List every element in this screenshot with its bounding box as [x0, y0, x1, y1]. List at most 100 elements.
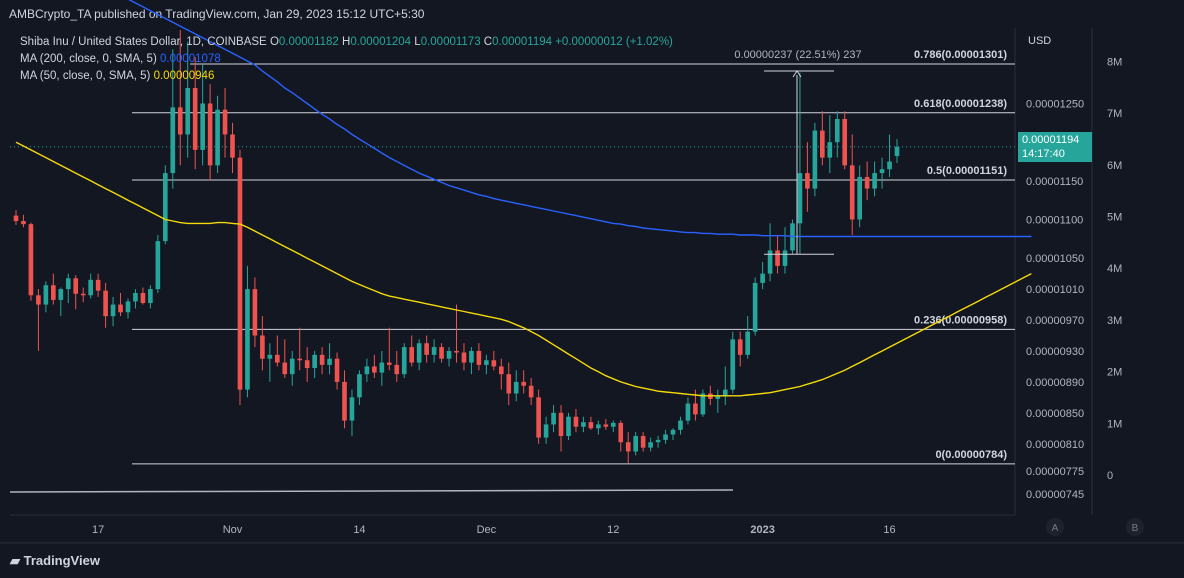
candle-body — [289, 358, 295, 375]
legend-ma50-value: 0.00000946 — [153, 70, 215, 82]
candle-body — [551, 412, 556, 425]
candle-body — [633, 436, 639, 452]
candle-body — [73, 278, 79, 294]
legend-symbol-row: Shiba Inu / United States Dollar, 1D, CO… — [20, 34, 673, 51]
candle-body — [88, 279, 93, 296]
legend-l-value: 0.00001173 — [420, 36, 481, 48]
candle-body — [737, 339, 743, 355]
fib-level-label: 0.618(0.00001238) — [914, 98, 1007, 110]
candle-body — [484, 360, 489, 365]
candle-body — [334, 358, 340, 382]
legend-change: +0.00000012 (+1.02%) — [555, 36, 673, 48]
candle-body — [372, 366, 377, 373]
time-tick-label: 12 — [607, 524, 619, 536]
time-tick-label: 16 — [883, 524, 895, 536]
legend-symbol: Shiba Inu / United States Dollar, 1D, CO… — [20, 36, 267, 48]
candle-body — [715, 395, 721, 399]
candle-body — [357, 374, 362, 398]
tradingview-logo[interactable]: ▰ TradingView — [10, 553, 100, 569]
time-tick-label: Nov — [223, 524, 243, 536]
log-scale-button[interactable]: B — [1132, 523, 1139, 534]
price-tick-label: 0.00001100 — [1026, 215, 1083, 227]
time-tick-label: 2023 — [750, 524, 774, 536]
candle-body — [834, 118, 840, 143]
candle-body — [297, 358, 303, 361]
candle-body — [648, 442, 653, 448]
candle-body — [558, 412, 564, 437]
volume-tick-label: 4M — [1107, 263, 1122, 275]
candle-body — [215, 109, 220, 166]
candle-body — [797, 173, 803, 224]
candle-body — [386, 362, 392, 365]
candle-body — [454, 350, 459, 353]
price-tick-label: 0.00000775 — [1026, 466, 1084, 478]
candle-body — [200, 103, 205, 150]
price-tick-label: 0.00000745 — [1026, 489, 1084, 501]
candle-body — [469, 350, 474, 363]
candle-body — [498, 366, 504, 375]
scale-button-bg — [1126, 518, 1144, 536]
candle-body — [401, 347, 407, 375]
candle-body — [349, 397, 355, 421]
candle-body — [125, 301, 131, 313]
candle-body — [312, 354, 317, 368]
price-tick-label: 0.00000850 — [1026, 408, 1084, 420]
candle-body — [581, 422, 586, 427]
candle-body — [812, 130, 818, 189]
legend-ma50-row[interactable]: MA (50, close, 0, SMA, 5) 0.00000946 — [20, 68, 673, 85]
footer: ▰ TradingView — [0, 544, 1184, 578]
candle-body — [230, 134, 235, 158]
candle-body — [110, 304, 116, 317]
ma50-line — [15, 141, 1032, 397]
candle-body — [103, 290, 108, 317]
candle-body — [476, 350, 482, 365]
candle-body — [21, 221, 26, 225]
candle-body — [722, 389, 728, 396]
candle-body — [782, 250, 788, 266]
volume-tick-label: 7M — [1107, 108, 1122, 120]
current-price-tag: 0.00001194 14:17:40 — [1018, 132, 1092, 162]
candle-body — [588, 422, 594, 429]
scale-button-bg — [1046, 518, 1064, 536]
legend-h-label: H — [342, 36, 351, 48]
candle-body — [528, 385, 534, 398]
volume-tick-label: 6M — [1107, 160, 1122, 172]
legend-c-value: 0.00001194 — [492, 36, 553, 48]
candle-body — [491, 360, 497, 367]
volume-tick-label: 5M — [1107, 212, 1122, 224]
legend-ma200-row[interactable]: MA (200, close, 0, SMA, 5) 0.00001078 — [20, 51, 673, 68]
candle-body — [133, 292, 138, 302]
candle-body — [260, 335, 265, 359]
candle-body — [603, 424, 609, 427]
candle-body — [827, 142, 833, 158]
candle-body — [28, 224, 34, 296]
candle-body — [745, 331, 750, 355]
candle-body — [663, 434, 668, 440]
candle-body — [655, 439, 661, 443]
candle-body — [513, 381, 519, 394]
fib-level-label: 0.5(0.00001151) — [927, 165, 1007, 177]
auto-scale-button[interactable]: A — [1052, 523, 1059, 534]
price-tick-label: 0.00001250 — [1026, 99, 1084, 111]
candle-body — [618, 422, 624, 443]
candle-body — [894, 146, 900, 157]
candle-body — [596, 424, 601, 429]
price-tick-label: 0.00000890 — [1026, 377, 1084, 389]
legend-ma200-value: 0.00001078 — [159, 53, 221, 65]
candle-body — [461, 352, 467, 363]
candle-body — [864, 176, 870, 189]
volume-tick-label: 3M — [1107, 315, 1122, 327]
candle-body — [274, 354, 280, 363]
measure-label: 0.00000237 (22.51%) 237 — [734, 49, 861, 61]
candle-body — [842, 118, 848, 166]
bar-countdown: 14:17:40 — [1022, 148, 1065, 160]
candle-body — [364, 366, 370, 375]
candle-body — [163, 173, 168, 242]
candle-body — [424, 343, 429, 355]
candle-body — [416, 343, 422, 363]
candle-body — [58, 289, 64, 300]
legend-ma200-label: MA (200, close, 0, SMA, 5) — [20, 53, 157, 65]
candle-body — [640, 436, 646, 448]
candle-body — [245, 289, 250, 390]
